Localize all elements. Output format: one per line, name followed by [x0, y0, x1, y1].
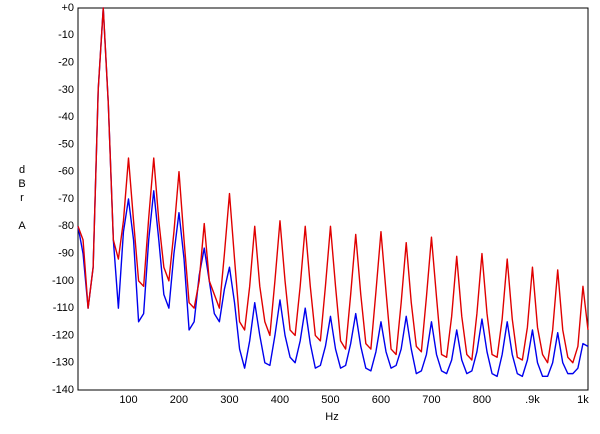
x-tick-label: 600	[372, 394, 390, 406]
y-tick-label: -30	[58, 84, 74, 96]
y-tick-label: -130	[52, 357, 74, 369]
y-tick-label: +0	[61, 2, 74, 14]
y-tick-label: -10	[58, 29, 74, 41]
y-tick-label: -50	[58, 138, 74, 150]
x-tick-label: 700	[422, 394, 440, 406]
x-tick-label: 200	[170, 394, 188, 406]
y-tick-label: -60	[58, 166, 74, 178]
x-tick-label: 800	[473, 394, 491, 406]
x-tick-label: 300	[220, 394, 238, 406]
y-tick-label: -110	[53, 302, 74, 314]
x-tick-label: 500	[321, 394, 339, 406]
y-tick-label: -70	[58, 193, 74, 205]
series-line	[77, 7, 589, 364]
y-tick-label: -140	[52, 384, 74, 396]
x-tick-label: .9k	[525, 394, 540, 406]
y-tick-label: -120	[52, 329, 74, 341]
x-tick-label: 400	[271, 394, 289, 406]
plot-frame	[77, 7, 589, 391]
y-tick-label: -40	[58, 111, 74, 123]
x-tick-label: 100	[119, 394, 137, 406]
x-axis-label: Hz	[325, 411, 338, 423]
x-tick-label: 1k	[577, 394, 589, 406]
y-tick-label: -90	[58, 247, 74, 259]
series-line	[77, 7, 589, 378]
y-tick-label: -20	[58, 56, 74, 68]
y-tick-label: -100	[52, 275, 74, 287]
y-tick-label: -80	[58, 220, 74, 232]
